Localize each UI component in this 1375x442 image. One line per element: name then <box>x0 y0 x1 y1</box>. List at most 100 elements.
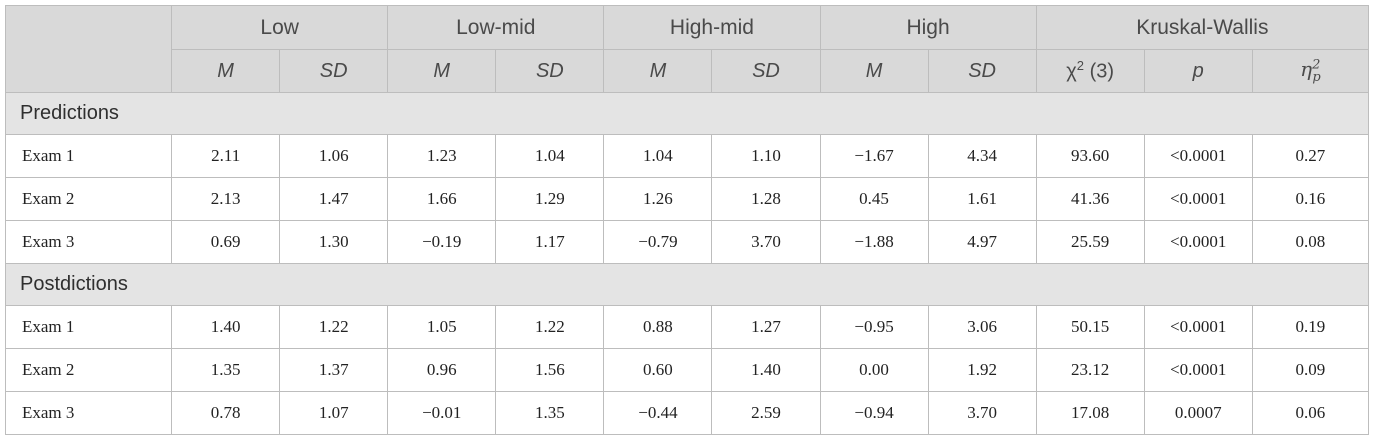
chi-superscript: 2 <box>1076 58 1085 74</box>
table-cell: 2.59 <box>711 391 821 435</box>
table-cell: 1.35 <box>171 348 281 392</box>
low-mid-sd-header: SD <box>495 49 605 93</box>
row-label: Exam 2 <box>4 177 173 221</box>
table-cell: 0.27 <box>1251 134 1370 178</box>
row-label: Exam 3 <box>4 391 173 435</box>
high-m-header: M <box>819 49 929 93</box>
low-sd-header: SD <box>279 49 389 93</box>
table-cell: 1.27 <box>711 305 821 349</box>
table-cell: 0.09 <box>1251 348 1370 392</box>
table-cell: 0.16 <box>1251 177 1370 221</box>
table-cell: 1.06 <box>279 134 389 178</box>
high-sd-header: SD <box>927 49 1037 93</box>
table-cell: 0.45 <box>819 177 929 221</box>
table-cell: 17.08 <box>1035 391 1145 435</box>
table-cell: <0.0001 <box>1143 305 1253 349</box>
table-cell: 1.61 <box>927 177 1037 221</box>
row-label: Exam 2 <box>4 348 173 392</box>
eta-symbol: η <box>1300 57 1313 81</box>
table-cell: 1.40 <box>711 348 821 392</box>
p-value-header: p <box>1143 49 1253 93</box>
table-cell: <0.0001 <box>1143 348 1253 392</box>
group-header-kruskal-wallis: Kruskal-Wallis <box>1035 5 1370 50</box>
high-mid-sd-header: SD <box>711 49 821 93</box>
group-header-low: Low <box>171 5 389 50</box>
corner-header-cell <box>4 5 173 93</box>
table-cell: 1.04 <box>495 134 605 178</box>
table-row: Exam 1 1.40 1.22 1.05 1.22 0.88 1.27 −0.95 3.06 5… <box>4 305 1370 349</box>
results-table: Low Low-mid High-mid High Kruskal-Wallis… <box>4 5 1370 435</box>
table-cell: 4.34 <box>927 134 1037 178</box>
table-cell: <0.0001 <box>1143 134 1253 178</box>
table-cell: 1.30 <box>279 220 389 264</box>
table-row: Exam 1 2.11 1.06 1.23 1.04 1.04 1.10 −1.67 4.34 9… <box>4 134 1370 178</box>
table-cell: 1.10 <box>711 134 821 178</box>
eta-superscript: 2 <box>1312 57 1321 73</box>
table-cell: 0.69 <box>171 220 281 264</box>
table-cell: 1.17 <box>495 220 605 264</box>
table-row: Exam 3 0.78 1.07 −0.01 1.35 −0.44 2.59 −0.94 3.7… <box>4 391 1370 435</box>
table-cell: 1.92 <box>927 348 1037 392</box>
table-cell: 50.15 <box>1035 305 1145 349</box>
section-title: Predictions <box>5 92 1369 135</box>
table-cell: <0.0001 <box>1143 220 1253 264</box>
section-row: Predictions <box>5 92 1369 135</box>
table-cell: 4.97 <box>927 220 1037 264</box>
low-m-header: M <box>171 49 281 93</box>
low-mid-m-header: M <box>387 49 497 93</box>
table-cell: 0.88 <box>603 305 713 349</box>
table-cell: 0.78 <box>171 391 281 435</box>
table-cell: 25.59 <box>1035 220 1145 264</box>
row-label: Exam 3 <box>4 220 173 264</box>
table-cell: 1.22 <box>279 305 389 349</box>
table-cell: 0.08 <box>1251 220 1370 264</box>
chi-df: (3) <box>1089 60 1115 83</box>
table-cell: 1.29 <box>495 177 605 221</box>
table-cell: −0.44 <box>603 391 713 435</box>
table-cell: 2.13 <box>171 177 281 221</box>
table-cell: <0.0001 <box>1143 177 1253 221</box>
table-cell: 1.05 <box>387 305 497 349</box>
eta-squared-header: η2p <box>1251 49 1370 93</box>
table-cell: −0.79 <box>603 220 713 264</box>
table-row: Exam 2 2.13 1.47 1.66 1.29 1.26 1.28 0.45 1.61 41… <box>4 177 1370 221</box>
table-cell: 3.06 <box>927 305 1037 349</box>
table-row: Exam 2 1.35 1.37 0.96 1.56 0.60 1.40 0.00 1.92 23… <box>4 348 1370 392</box>
table-cell: −0.01 <box>387 391 497 435</box>
group-header-low-mid: Low-mid <box>387 5 605 50</box>
table-cell: 1.23 <box>387 134 497 178</box>
section-title: Postdictions <box>5 263 1369 306</box>
table-cell: 1.37 <box>279 348 389 392</box>
row-label: Exam 1 <box>4 305 173 349</box>
table-cell: 1.35 <box>495 391 605 435</box>
table-cell: 3.70 <box>711 220 821 264</box>
chi-symbol: χ <box>1066 60 1077 83</box>
chi-square-header: χ2 (3) <box>1035 49 1145 93</box>
table-cell: 0.06 <box>1251 391 1370 435</box>
table-cell: 2.11 <box>171 134 281 178</box>
table-cell: −0.94 <box>819 391 929 435</box>
row-label: Exam 1 <box>4 134 173 178</box>
section-row: Postdictions <box>5 263 1369 306</box>
table-cell: 0.60 <box>603 348 713 392</box>
table-cell: 93.60 <box>1035 134 1145 178</box>
eta-subscript: p <box>1312 70 1321 85</box>
table-cell: 1.04 <box>603 134 713 178</box>
table-cell: 1.22 <box>495 305 605 349</box>
high-mid-m-header: M <box>603 49 713 93</box>
table-cell: −1.67 <box>819 134 929 178</box>
table-cell: 1.56 <box>495 348 605 392</box>
table-cell: 41.36 <box>1035 177 1145 221</box>
table-cell: 0.00 <box>819 348 929 392</box>
table-cell: 1.47 <box>279 177 389 221</box>
table-cell: 1.66 <box>387 177 497 221</box>
group-header-high-mid: High-mid <box>603 5 821 50</box>
table-cell: 1.40 <box>171 305 281 349</box>
table-row: Exam 3 0.69 1.30 −0.19 1.17 −0.79 3.70 −1.88 4.9… <box>4 220 1370 264</box>
table-cell: 1.28 <box>711 177 821 221</box>
table-cell: 0.0007 <box>1143 391 1253 435</box>
table-cell: −0.19 <box>387 220 497 264</box>
table-cell: 3.70 <box>927 391 1037 435</box>
table-cell: 1.26 <box>603 177 713 221</box>
table-cell: 1.07 <box>279 391 389 435</box>
